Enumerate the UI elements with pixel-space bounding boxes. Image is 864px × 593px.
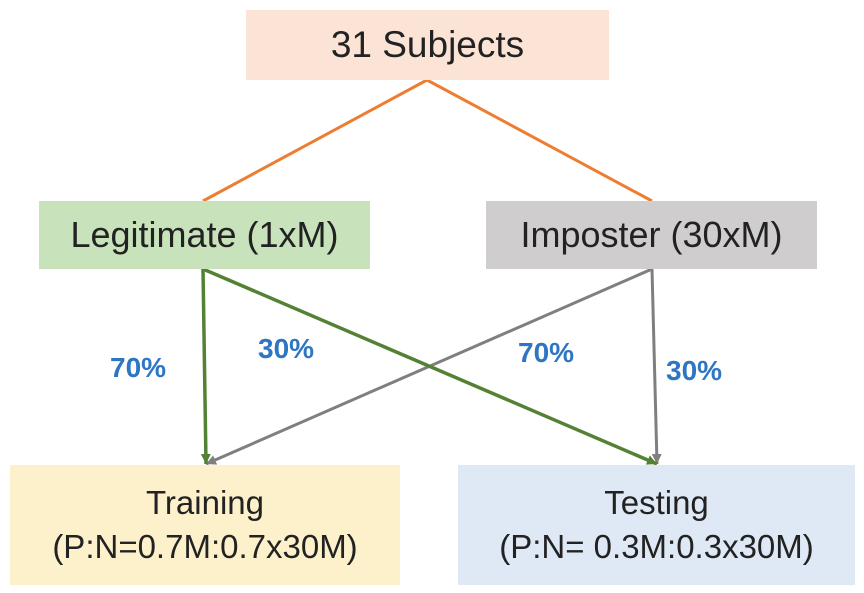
subjects-box: 31 Subjects <box>246 10 609 80</box>
imposter-to-testing-arrow <box>650 268 662 465</box>
subjects-to-imposter-line <box>426 78 653 203</box>
training-ratio: (P:N=0.7M:0.7x30M) <box>52 528 358 565</box>
testing-ratio: (P:N= 0.3M:0.3x30M) <box>499 528 814 565</box>
legitimate-to-training-arrow <box>200 268 211 465</box>
subjects-label: 31 Subjects <box>330 24 525 65</box>
legitimate-training-percent: 70% <box>110 352 167 383</box>
legitimate-testing-percent: 30% <box>258 333 315 364</box>
testing-title: Testing <box>604 484 709 521</box>
testing-box: Testing (P:N= 0.3M:0.3x30M) <box>458 465 855 585</box>
imposter-training-percent: 70% <box>518 337 575 368</box>
imposter-box: Imposter (30xM) <box>486 201 817 269</box>
legitimate-box: Legitimate (1xM) <box>39 201 370 269</box>
subjects-to-legitimate-line <box>202 78 428 203</box>
imposter-label: Imposter (30xM) <box>520 214 783 255</box>
training-title: Training <box>146 484 264 521</box>
imposter-testing-percent: 30% <box>666 355 723 386</box>
legitimate-label: Legitimate (1xM) <box>70 214 339 255</box>
training-box: Training (P:N=0.7M:0.7x30M) <box>10 465 400 585</box>
legitimate-to-testing-arrow <box>202 267 658 466</box>
